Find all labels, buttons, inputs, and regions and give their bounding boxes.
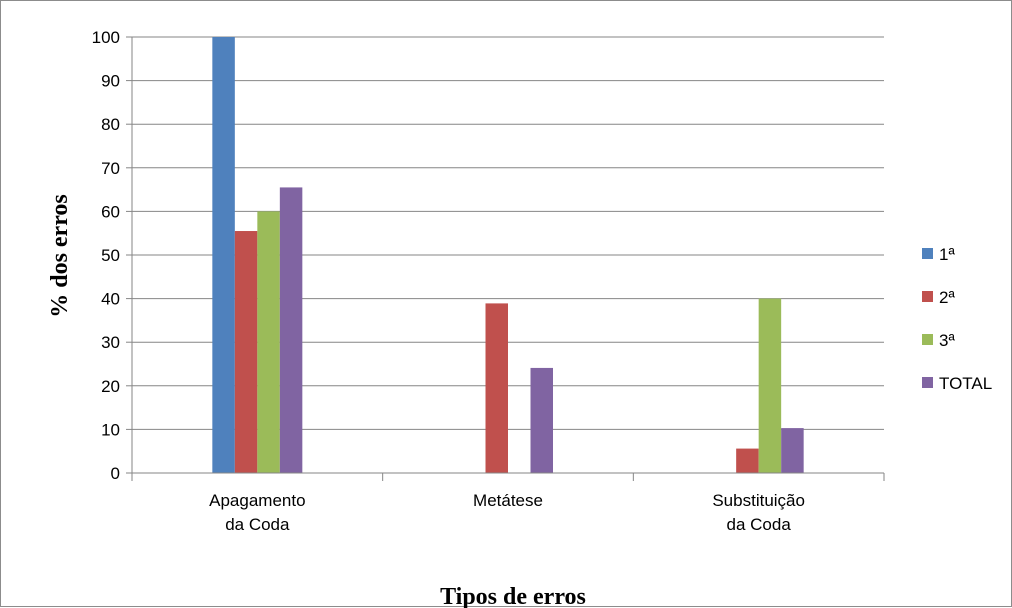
legend-label: 2ª	[939, 288, 955, 307]
y-tick-label: 30	[101, 333, 120, 352]
y-axis-title: % dos erros	[47, 194, 73, 318]
y-tick-label: 10	[101, 420, 120, 439]
legend-label: 3ª	[939, 331, 955, 350]
bar-TOTAL-2	[781, 428, 804, 473]
bar-TOTAL-1	[530, 367, 553, 473]
bar-3ª-2	[758, 298, 782, 473]
x-category-labels: Apagamento da Coda Metátese Substituição da …	[209, 491, 805, 534]
legend-swatch	[922, 291, 933, 302]
y-tick-label: 20	[101, 377, 120, 396]
x-category-label: Apagamento	[209, 491, 305, 510]
bar-2ª-1	[485, 303, 508, 473]
legend-label: TOTAL	[939, 374, 992, 393]
bar-TOTAL-0	[279, 187, 303, 474]
x-category-label: da Coda	[225, 515, 290, 534]
y-tick-label: 100	[92, 28, 120, 47]
legend-label: 1ª	[939, 245, 955, 264]
y-tick-label: 90	[101, 72, 120, 91]
x-category-label: Substituição	[712, 491, 805, 510]
x-category-label: da Coda	[727, 515, 792, 534]
x-category-label: Metátese	[473, 491, 543, 510]
y-tick-label: 80	[101, 115, 120, 134]
y-tick-label: 40	[101, 290, 120, 309]
bar-3ª-0	[257, 211, 280, 473]
axes	[126, 36, 885, 481]
legend-swatch	[922, 377, 933, 388]
legend-swatch	[922, 248, 933, 259]
y-tick-label: 70	[101, 159, 120, 178]
bar-1ª-0	[212, 37, 235, 473]
y-tick-label: 60	[101, 202, 120, 221]
legend: 1ª 2ª 3ª TOTAL	[922, 245, 992, 393]
bars	[212, 37, 804, 474]
bar-2ª-0	[234, 231, 258, 473]
legend-swatch	[922, 334, 933, 345]
y-tick-label: 50	[101, 246, 120, 265]
y-tick-labels: 0 10 20 30 40 50 60 70 80 90 100	[92, 28, 120, 483]
x-axis-title: Tipos de erros	[440, 584, 586, 608]
y-tick-label: 0	[111, 464, 120, 483]
bar-2ª-2	[736, 448, 759, 473]
